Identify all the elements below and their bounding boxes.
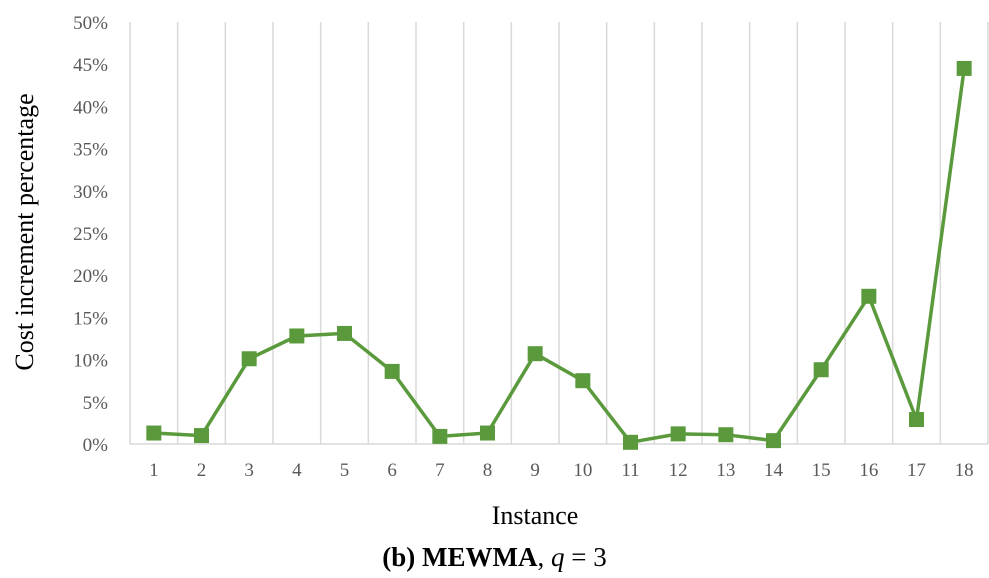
x-tick-label: 9 [530,460,540,481]
x-tick-label: 5 [340,460,350,481]
x-tick-label: 1 [149,460,159,481]
data-point-marker [194,428,209,444]
data-point-marker [241,351,257,367]
x-tick-label: 6 [387,460,397,481]
x-tick-label: 16 [859,460,878,481]
x-tick-label: 3 [244,460,254,481]
x-tick-label: 7 [435,460,445,481]
x-tick-labels: 1 2 3 4 5 6 7 8 9 10 11 12 13 14 15 16 17 18 [149,460,974,481]
x-axis-title: Instance [492,501,579,530]
data-point-marker [766,433,781,449]
data-point-marker [623,434,638,450]
caption-separator: , [537,542,545,572]
x-tick-label: 10 [573,460,592,481]
x-tick-label: 15 [812,460,831,481]
data-point-marker [813,362,829,378]
data-point-marker [861,288,877,304]
x-tick-label: 18 [955,460,974,481]
caption-param: q [551,542,565,572]
data-point-marker [480,425,495,441]
series-line [153,68,966,445]
x-tick-label: 2 [197,460,207,481]
x-tick-label: 12 [669,460,688,481]
y-tick-label: 25% [73,224,108,245]
data-point-marker [956,60,972,76]
y-tick-label: 10% [73,351,108,372]
caption-value: 3 [593,542,607,572]
data-point-marker [289,328,305,344]
x-tick-label: 13 [716,460,735,481]
y-tick-label: 5% [83,393,109,414]
caption-prefix: (b) [382,542,416,572]
data-point-marker [670,426,686,442]
figure-caption: (b) MEWMA, q = 3 [0,542,989,573]
y-tick-label: 45% [73,55,108,76]
data-point-marker [718,427,734,443]
series-markers [146,60,972,450]
data-point-marker [337,325,352,341]
grid-lines [129,22,989,444]
caption-equals: = [571,542,587,572]
y-axis-title: Cost increment percentage [10,93,39,370]
x-tick-label: 11 [621,460,639,481]
data-point-marker [909,412,924,428]
caption-method: MEWMA [422,542,538,572]
data-point-marker [575,373,591,389]
x-tick-label: 4 [292,460,302,481]
y-tick-label: 20% [73,266,108,287]
y-tick-label: 15% [73,308,108,329]
y-tick-label: 30% [73,182,108,203]
data-point-marker [146,425,162,441]
data-point-marker [432,428,448,444]
x-tick-label: 17 [907,460,926,481]
data-point-marker [384,363,400,379]
y-tick-labels: 0% 5% 10% 15% 20% 25% 30% 35% 40% 45% 50% [73,13,108,456]
y-tick-label: 0% [83,435,109,456]
y-tick-label: 50% [73,13,108,34]
y-tick-label: 40% [73,97,108,118]
x-tick-label: 14 [764,460,784,481]
x-tick-label: 8 [483,460,493,481]
y-tick-label: 35% [73,140,108,161]
data-point-marker [527,346,543,362]
